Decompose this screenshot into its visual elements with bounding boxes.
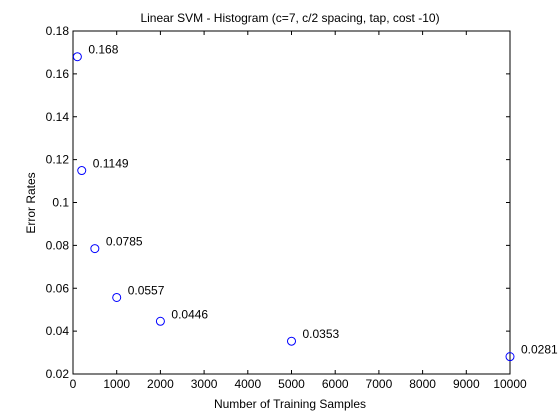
x-tick-label: 10000	[493, 377, 527, 391]
y-tick-label: 0.02	[46, 367, 70, 381]
data-label: 0.168	[88, 43, 118, 57]
y-tick-label: 0.08	[46, 238, 70, 252]
x-tick-label: 3000	[191, 377, 218, 391]
y-tick-label: 0.06	[46, 281, 70, 295]
data-point	[77, 166, 87, 176]
x-tick-label: 7000	[366, 377, 393, 391]
data-label: 0.0557	[128, 283, 165, 297]
y-tick-label: 0.1	[52, 196, 69, 210]
x-axis-label: Number of Training Samples	[214, 397, 366, 411]
x-tick-label: 9000	[453, 377, 480, 391]
y-tick-label: 0.18	[46, 24, 70, 38]
data-label: 0.0785	[106, 235, 143, 249]
chart-title: Linear SVM - Histogram (c=7, c/2 spacing…	[140, 11, 439, 25]
y-tick-label: 0.12	[46, 153, 70, 167]
data-point	[90, 244, 100, 254]
y-tick-label: 0.14	[46, 110, 70, 124]
data-label: 0.0353	[303, 327, 340, 341]
x-tick-label: 8000	[409, 377, 436, 391]
plot-area: 0 1000 2000 3000 4000 5000 6000 7000 8000 9000 100…	[46, 24, 558, 391]
data-point	[72, 52, 82, 62]
y-axis-label: Error Rates	[24, 172, 38, 233]
data-point	[112, 292, 122, 302]
x-tick-label: 1000	[103, 377, 130, 391]
x-tick-label: 2000	[147, 377, 174, 391]
x-tick-label: 5000	[278, 377, 305, 391]
y-tick-label: 0.16	[46, 67, 70, 81]
y-tick-label: 0.04	[46, 324, 70, 338]
x-tick-label: 4000	[234, 377, 261, 391]
data-label: 0.0446	[171, 307, 208, 321]
data-point	[287, 336, 296, 346]
data-label: 0.1149	[93, 157, 129, 171]
data-point	[505, 352, 515, 362]
data-point	[155, 316, 165, 326]
data-label: 0.0281	[521, 343, 558, 357]
x-tick-label: 6000	[322, 377, 349, 391]
x-tick-label: 0	[70, 377, 77, 391]
plot-frame	[72, 30, 511, 375]
